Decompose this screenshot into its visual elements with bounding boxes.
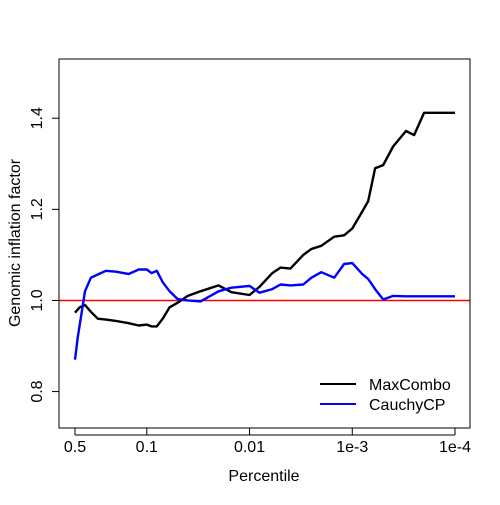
y-axis-title: Genomic inflation factor <box>7 158 24 327</box>
series-line-cauchycp <box>73 261 455 360</box>
legend-label-cauchycp: CauchyCP <box>369 397 445 414</box>
plot-layer <box>59 111 470 360</box>
x-tick-label: 0.5 <box>64 439 86 456</box>
y-tick-label: 1.4 <box>29 107 46 129</box>
legend: MaxCombo CauchyCP <box>320 377 451 414</box>
legend-label-maxcombo: MaxCombo <box>369 377 451 394</box>
x-tick-label: 1e-4 <box>439 439 471 456</box>
x-tick-label: 0.1 <box>136 439 158 456</box>
y-tick-label: 1.0 <box>29 289 46 311</box>
axis-layer: 0.5 0.1 0.01 1e-3 1e-4 0.8 1.0 1.2 1.4 <box>29 58 471 456</box>
y-tick-label: 1.2 <box>29 198 46 220</box>
x-tick-label: 1e-3 <box>336 439 368 456</box>
y-tick-label: 0.8 <box>29 380 46 402</box>
x-tick-label: 0.01 <box>234 439 265 456</box>
plot-frame <box>58 58 471 429</box>
series-line-maxcombo <box>74 111 455 328</box>
x-axis-title: Percentile <box>228 468 299 485</box>
